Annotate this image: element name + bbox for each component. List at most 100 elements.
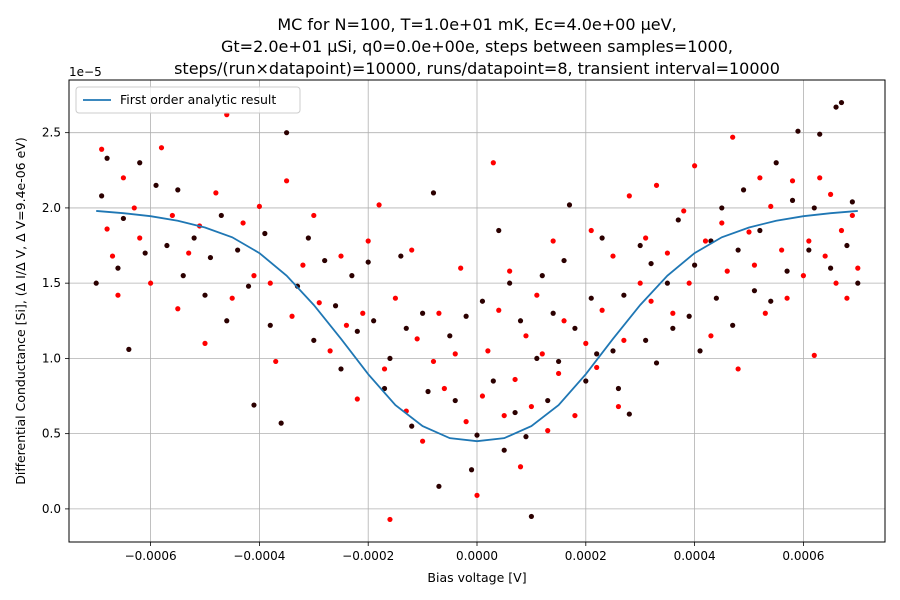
scatter-point [441,385,447,392]
scatter-point [811,352,817,358]
scatter-point [425,388,431,395]
scatter-point [120,175,126,181]
scatter-point [528,403,535,410]
scatter-point [202,340,208,346]
x-axis-ticks: −0.0006 −0.0004 −0.0002 0.0000 0.0002 0.0004 0… [125,542,824,563]
x-tick-label: −0.0004 [233,549,285,563]
scatter-point [757,175,763,181]
scatter-point [479,298,486,304]
scatter-point [855,265,861,271]
scatter-point [447,333,453,339]
scatter-point [675,217,681,223]
scatter-point [104,226,110,232]
scatter-point [768,203,774,210]
scatter-point [648,260,654,267]
scatter-point [670,310,676,316]
scatter-point [387,355,393,362]
y-axis-label: Differential Conductance [Si], (Δ I/Δ V,… [13,137,28,484]
scatter-point [664,280,671,286]
scatter-point [414,336,420,342]
scatter-point [599,307,605,313]
scatter-point [653,360,660,366]
scatter-point [643,337,649,343]
scatter-point [517,318,524,324]
scatter-point [730,134,736,140]
scatter-point [588,295,594,301]
scatter-point [534,292,540,298]
scatter-point [137,235,143,241]
scatter-point [229,295,235,301]
scatter-point [273,358,279,365]
scatter-point [550,310,556,316]
scatter-point [202,292,208,298]
x-tick-label: 0.0000 [456,549,498,563]
scatter-point [621,337,627,343]
scatter-point [490,160,496,166]
scatter-point [311,337,317,343]
y-axis-ticks: 0.0 0.5 1.0 1.5 2.0 2.5 [42,126,69,516]
scatter-point [126,346,132,352]
scatter-point [420,438,426,444]
title-line-3: steps/(run×datapoint)=10000, runs/datapo… [174,59,780,78]
scatter-point [556,370,562,377]
scatter-point [643,235,649,241]
scatter-point [120,215,126,222]
y-tick-label: 1.0 [42,351,61,365]
scatter-point [681,208,687,214]
scatter-point [507,268,513,274]
scatter-point [844,242,850,249]
y-tick-label: 0.0 [42,502,61,516]
scatter-point [517,464,524,470]
scatter-point [175,187,181,193]
scatter-point [349,273,355,279]
scatter-point [800,273,807,279]
scatter-point [773,160,779,166]
scatter-point [539,351,545,357]
scatter-point [746,229,752,235]
scatter-point [599,235,605,241]
x-tick-label: 0.0004 [674,549,716,563]
scatter-point [458,265,464,271]
scatter-point [795,128,801,134]
scatter-point [501,412,507,419]
x-tick-label: −0.0002 [342,549,394,563]
scatter-point [833,104,839,110]
scatter-point [838,227,845,234]
y-tick-label: 2.0 [42,201,61,215]
scatter-point [142,250,148,256]
scatter-point [115,292,121,298]
scatter-point [572,325,578,331]
scatter-point [485,348,491,354]
scatter-point [93,280,99,286]
scatter-point [436,483,442,489]
scatter-point [153,182,159,188]
scatter-point [430,190,437,196]
scatter-point [507,280,513,286]
scatter-point [697,348,703,354]
scatter-point [452,397,458,404]
scatter-point [768,298,774,304]
scatter-point [637,280,643,286]
scatter-point [115,265,121,271]
scatter-point [311,212,317,219]
scatter-point [833,280,839,286]
scatter-point [322,257,328,264]
scatter-point [817,131,823,137]
scatter-point [724,268,730,274]
scatter-point [343,322,350,328]
scatter-point [512,409,518,416]
scatter-point [420,310,426,316]
scatter-point [822,253,828,259]
scatter-point [365,259,371,265]
scatter-point [594,351,600,357]
scatter-point [463,313,469,319]
scatter-point [692,163,698,169]
scatter-point [713,295,719,301]
scatter-point [164,242,170,249]
scatter-point [789,197,796,203]
scatter-point [828,191,834,197]
scatter-point [806,238,812,244]
y-offset-text: 1e−5 [69,65,102,79]
scatter-point [849,212,855,219]
scatter-point [474,432,480,438]
